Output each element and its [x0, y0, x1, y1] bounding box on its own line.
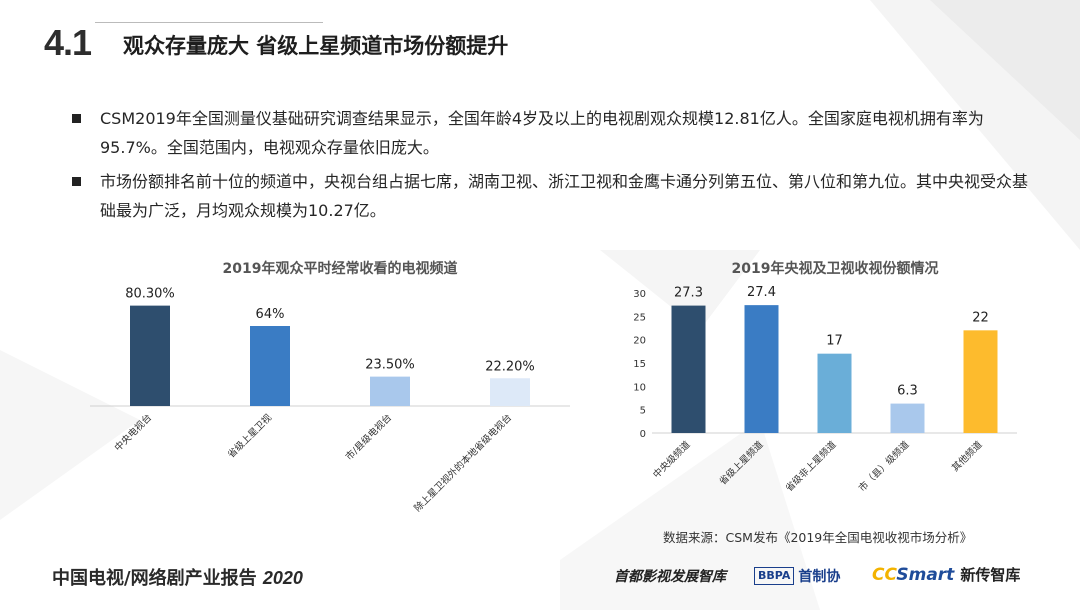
- bullet-square-icon: [72, 177, 81, 186]
- bullet-item: CSM2019年全国测量仪基础研究调查结果显示，全国年龄4岁及以上的电视剧观众规…: [72, 104, 1032, 162]
- bullet-square-icon: [72, 114, 81, 123]
- ccs-cc: CC: [872, 565, 897, 585]
- chart2-value-label: 17: [826, 334, 843, 349]
- source-note: 数据来源：CSM发布《2019年全国电视收视市场分析》: [663, 530, 973, 545]
- section-number: 4.1: [44, 22, 92, 63]
- chart2-y-tick-label: 0: [640, 429, 646, 440]
- chart2-y-tick-label: 30: [633, 289, 646, 300]
- bullet-item: 市场份额排名前十位的频道中，央视台组占据七席，湖南卫视、浙江卫视和金鹰卡通分列第…: [72, 167, 1032, 225]
- chart1-bar: [370, 376, 410, 406]
- chart2-category-label: 其他频道: [949, 438, 985, 474]
- footer-title-text: 中国电视/网络剧产业报告: [52, 568, 257, 589]
- chart1-value-label: 22.20%: [485, 359, 535, 374]
- chart2-y-tick-label: 20: [633, 336, 646, 347]
- chart1-bar: [130, 305, 170, 406]
- chart2-category-label: 省级非上星频道: [783, 438, 839, 494]
- bbpa-mark: BBPA: [754, 567, 795, 585]
- chart2-bar: [671, 305, 706, 433]
- bullet-list: CSM2019年全国测量仪基础研究调查结果显示，全国年龄4岁及以上的电视剧观众规…: [72, 104, 1032, 230]
- chart2-y-tick-label: 10: [633, 382, 646, 393]
- ccsmart-logo: CCSmart 新传智库: [872, 564, 1020, 585]
- chart1-value-label: 23.50%: [365, 358, 415, 373]
- chart2-category-label: 中央级频道: [651, 438, 693, 480]
- chart2-bar: [963, 330, 998, 433]
- chart2-bar: [744, 305, 779, 433]
- chart2-y-tick-label: 15: [633, 359, 646, 370]
- header-rule: [95, 22, 323, 23]
- chart1-category-label: 中央电视台: [112, 412, 154, 454]
- chart2-value-label: 27.4: [747, 285, 776, 300]
- chart1-bar: [250, 326, 290, 406]
- footer-year: 2020: [262, 568, 303, 588]
- chart2-bar: [890, 403, 925, 433]
- chart2-y-tick-label: 5: [640, 406, 646, 417]
- chart1-value-label: 64%: [256, 307, 285, 322]
- chart2-value-label: 27.3: [674, 286, 703, 301]
- chart1-title: 2019年观众平时经常收看的电视频道: [222, 261, 458, 277]
- chart1-category-label: 市/县级电视台: [343, 412, 394, 463]
- bbpa-text: 首制协: [798, 569, 841, 585]
- ccs-smart: Smart: [896, 565, 955, 585]
- chart2-category-label: 市（县）级频道: [856, 438, 912, 494]
- footer-title: 中国电视/网络剧产业报告 2020: [52, 564, 303, 590]
- bullet-text: 市场份额排名前十位的频道中，央视台组占据七席，湖南卫视、浙江卫视和金鹰卡通分列第…: [100, 172, 1029, 220]
- bbpa-logo: BBPA 首制协: [754, 566, 840, 586]
- chart1-value-label: 80.30%: [125, 287, 175, 302]
- chart1: 80.30% 中央电视台 64% 省级上星卫视 23.50% 市/县级电视台 22.20% 除…: [90, 287, 570, 515]
- chart2: 0 5 10 15 20 25 30 27.3 中央级频道 27.4 省级上星频道 17 省级非上星频道…: [633, 285, 1017, 494]
- chart2-value-label: 6.3: [897, 384, 918, 399]
- chart2-value-label: 22: [972, 310, 989, 325]
- page-title: 观众存量庞大 省级上星频道市场份额提升: [123, 34, 509, 58]
- ccs-xin: 新传智库: [960, 566, 1021, 584]
- chart2-title: 2019年央视及卫视收视份额情况: [731, 261, 939, 277]
- bullet-text: CSM2019年全国测量仪基础研究调查结果显示，全国年龄4岁及以上的电视剧观众规…: [100, 109, 984, 157]
- chart2-bar: [817, 353, 852, 433]
- chart1-category-label: 除上星卫视外的本地省级电视台: [412, 412, 515, 515]
- chart1-category-label: 省级上星卫视: [225, 411, 274, 460]
- chart2-y-tick-label: 25: [633, 312, 646, 323]
- chart2-category-label: 省级上星频道: [717, 438, 766, 487]
- chart1-bar: [490, 378, 530, 406]
- shoudu-logo: 首都影视发展智库: [614, 569, 726, 585]
